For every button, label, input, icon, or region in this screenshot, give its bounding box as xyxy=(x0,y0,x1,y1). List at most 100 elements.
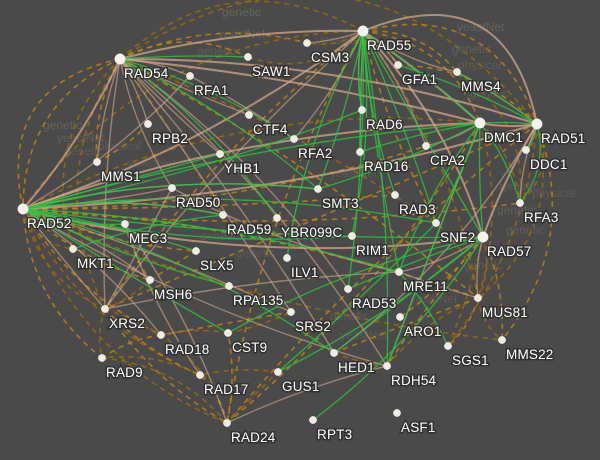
edge-coexpression xyxy=(22,208,230,287)
gene-node-ctf4[interactable] xyxy=(245,111,253,119)
watermark-text: genetic xyxy=(222,5,261,19)
gene-label-rad57: RAD57 xyxy=(487,244,532,259)
gene-node-snf2[interactable] xyxy=(432,219,440,227)
gene-node-dmc1[interactable] xyxy=(474,117,486,129)
gene-node-slx5[interactable] xyxy=(192,247,200,255)
gene-node-rad24[interactable] xyxy=(223,419,231,427)
gene-label-ybr099c: YBR099C xyxy=(281,225,342,240)
gene-node-hed1[interactable] xyxy=(330,349,338,357)
gene-node-rad17[interactable] xyxy=(196,371,204,379)
edge-physical xyxy=(22,123,538,210)
edge-coexpression xyxy=(362,30,389,367)
gene-node-rad55[interactable] xyxy=(357,25,369,37)
gene-label-saw1: SAW1 xyxy=(252,64,291,79)
edge-coexpression xyxy=(22,122,481,210)
gene-label-srs2: SRS2 xyxy=(295,319,331,334)
edge-coexpression xyxy=(386,122,481,367)
gene-node-rad53[interactable] xyxy=(344,285,352,293)
gene-node-sgs1[interactable] xyxy=(444,342,452,350)
gene-node-rad50[interactable] xyxy=(168,184,176,192)
edge-genetic xyxy=(160,329,229,336)
edge-coexpression xyxy=(22,208,335,354)
edge-genetic xyxy=(149,250,197,281)
gene-node-rad9[interactable] xyxy=(98,354,106,362)
gene-node-mms22[interactable] xyxy=(498,336,506,344)
gene-node-cpa2[interactable] xyxy=(422,142,430,150)
gene-label-rfa2: RFA2 xyxy=(298,146,333,161)
gene-node-rfa1[interactable] xyxy=(186,72,194,80)
edge-physical xyxy=(104,271,400,310)
edge-genetic xyxy=(22,202,521,222)
gene-node-csm3[interactable] xyxy=(303,39,311,47)
gene-node-ybr099c[interactable] xyxy=(273,214,281,222)
edge-physical xyxy=(119,58,173,189)
edge-coexpression xyxy=(119,55,249,60)
gene-node-rim1[interactable] xyxy=(348,232,356,240)
gene-node-ilv1[interactable] xyxy=(283,254,291,262)
gene-node-rad51[interactable] xyxy=(531,118,543,130)
gene-node-yhb1[interactable] xyxy=(216,150,224,158)
gene-node-rad3[interactable] xyxy=(391,191,399,199)
edge-genetic xyxy=(199,369,279,376)
gene-node-cst9[interactable] xyxy=(224,329,232,337)
edge-coexpression xyxy=(22,109,363,210)
gene-node-gfa1[interactable] xyxy=(394,61,402,69)
gene-node-rad59[interactable] xyxy=(219,211,227,219)
edge-genetic xyxy=(386,297,479,367)
gene-node-mms1[interactable] xyxy=(93,158,101,166)
gene-node-asf1[interactable] xyxy=(393,409,401,417)
edge-genetic xyxy=(76,58,121,310)
watermark-text: yeastNet xyxy=(57,131,105,145)
edge-genetic xyxy=(477,122,493,299)
edge-coexpression xyxy=(398,271,449,347)
edge-genetic xyxy=(22,145,427,210)
gene-label-rfa1: RFA1 xyxy=(194,83,229,98)
gene-label-rad16: RAD16 xyxy=(364,159,409,174)
gene-node-rpt3[interactable] xyxy=(309,416,317,424)
gene-node-mec3[interactable] xyxy=(121,220,129,228)
gene-label-snf2: SNF2 xyxy=(440,230,475,245)
gene-label-rpt3: RPT3 xyxy=(317,427,352,442)
edge-genetic xyxy=(362,30,437,224)
gene-node-mms4[interactable] xyxy=(453,68,461,76)
gene-node-mkt1[interactable] xyxy=(69,245,77,253)
gene-node-mre11[interactable] xyxy=(395,268,403,276)
gene-node-xrs2[interactable] xyxy=(101,305,109,313)
gene-node-mus81[interactable] xyxy=(474,294,482,302)
gene-node-srs2[interactable] xyxy=(287,308,295,316)
edge-genetic xyxy=(17,58,121,210)
watermark-text: genetic xyxy=(64,144,103,158)
gene-node-rad54[interactable] xyxy=(114,53,126,65)
gene-node-ddc1[interactable] xyxy=(522,146,530,154)
gene-node-rdh54[interactable] xyxy=(383,362,391,370)
gene-node-rpa135[interactable] xyxy=(225,282,233,290)
gene-label-rad6: RAD6 xyxy=(366,117,403,132)
edge-genetic xyxy=(101,334,162,359)
gene-node-rad16[interactable] xyxy=(356,148,364,156)
gene-node-rad57[interactable] xyxy=(477,231,489,243)
gene-node-rpb2[interactable] xyxy=(144,120,152,128)
edge-genetic xyxy=(477,123,544,299)
edge-genetic xyxy=(104,123,538,310)
gene-node-rfa2[interactable] xyxy=(290,135,298,143)
edge-genetic xyxy=(98,308,106,359)
edge-physical xyxy=(22,208,106,310)
gene-node-rfa3[interactable] xyxy=(516,199,524,207)
gene-node-rad18[interactable] xyxy=(157,331,165,339)
edge-coexpression xyxy=(22,208,484,239)
gene-node-saw1[interactable] xyxy=(244,53,252,61)
gene-node-msh6[interactable] xyxy=(146,276,154,284)
gene-node-smt3[interactable] xyxy=(314,185,322,193)
gene-node-rad52[interactable] xyxy=(17,203,29,215)
edge-genetic xyxy=(482,236,504,341)
gene-node-rad6[interactable] xyxy=(358,106,366,114)
edge-genetic xyxy=(104,279,151,310)
edge-coexpression xyxy=(227,236,484,334)
gene-node-gus1[interactable] xyxy=(274,368,282,376)
edge-coexpression xyxy=(317,122,481,190)
gene-label-mus81: MUS81 xyxy=(482,305,528,320)
watermark-text: physical xyxy=(98,139,141,153)
edge-physical xyxy=(119,58,335,354)
gene-node-aro1[interactable] xyxy=(396,313,404,321)
